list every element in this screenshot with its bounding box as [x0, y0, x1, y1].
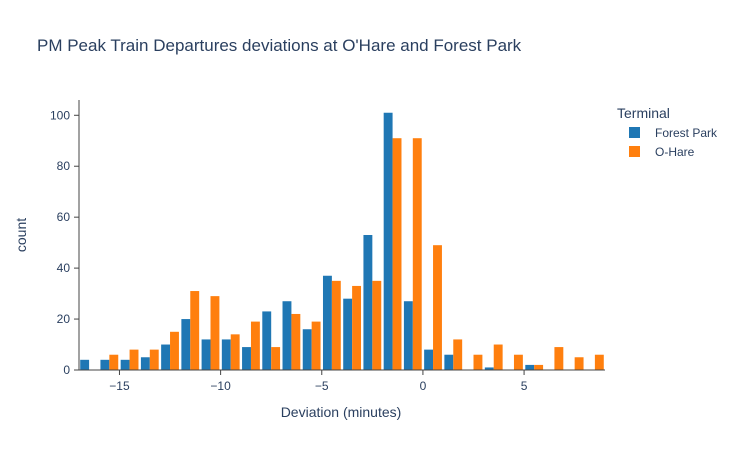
bar-o-hare-0 — [433, 245, 442, 370]
x-tick-label-0: 0 — [420, 379, 427, 393]
bar-o-hare-neg10 — [230, 334, 240, 370]
chart-title: PM Peak Train Departures deviations at O… — [37, 36, 522, 55]
bar-o-hare-neg16 — [109, 354, 119, 370]
bar-o-hare-neg5 — [331, 280, 341, 370]
bar-forest-park-5 — [525, 364, 535, 370]
x-tick-label-neg5: −5 — [315, 379, 329, 393]
bar-o-hare-neg6 — [311, 321, 321, 370]
x-axis-title: Deviation (minutes) — [281, 404, 402, 420]
bar-forest-park-neg12 — [181, 319, 191, 370]
bar-o-hare-neg15 — [129, 349, 139, 370]
bar-o-hare-neg3 — [372, 280, 382, 370]
bar-o-hare-neg9 — [250, 321, 260, 370]
bar-o-hare-8 — [594, 354, 604, 370]
y-tick-label-100: 100 — [50, 108, 70, 122]
bar-forest-park-neg4 — [343, 298, 353, 370]
bar-forest-park-neg3 — [363, 235, 373, 370]
bar-o-hare-neg2 — [392, 138, 402, 370]
bar-forest-park-neg7 — [282, 301, 292, 370]
bar-forest-park-3 — [484, 367, 494, 370]
x-tick-label-5: 5 — [521, 379, 528, 393]
bar-forest-park-0 — [424, 349, 434, 370]
bar-o-hare-2 — [473, 354, 483, 370]
bar-o-hare-neg1 — [412, 138, 422, 370]
legend-label-o-hare: O-Hare — [655, 145, 695, 159]
bar-o-hare-7 — [574, 357, 584, 370]
bar-o-hare-neg12 — [190, 291, 200, 370]
y-tick-label-40: 40 — [57, 261, 71, 275]
y-tick-label-60: 60 — [57, 210, 71, 224]
bar-o-hare-4 — [513, 354, 523, 370]
bar-forest-park-neg8 — [262, 311, 272, 370]
bar-o-hare-neg8 — [271, 347, 281, 370]
x-tick-label-neg15: −15 — [109, 379, 130, 393]
bar-forest-park-neg9 — [242, 347, 251, 370]
bar-forest-park-neg6 — [302, 329, 312, 370]
legend: Terminal Forest Park O-Hare — [617, 105, 718, 159]
x-tick-label-neg10: −10 — [210, 379, 231, 393]
bar-o-hare-neg14 — [149, 349, 159, 370]
bar-o-hare-3 — [493, 344, 503, 370]
bar-forest-park-1 — [444, 354, 454, 370]
bar-o-hare-neg4 — [352, 285, 362, 370]
bar-forest-park-neg14 — [140, 357, 150, 370]
bar-o-hare-neg11 — [210, 296, 220, 370]
bar-forest-park-neg5 — [322, 275, 332, 370]
y-tick-label-80: 80 — [57, 159, 71, 173]
legend-swatch-o-hare — [629, 146, 640, 157]
plot-area: 0 20 40 60 80 100 −15 −10 −5 0 5 — [50, 100, 605, 393]
bar-o-hare-5 — [534, 364, 544, 370]
legend-title: Terminal — [617, 105, 670, 121]
bar-forest-park-neg2 — [383, 112, 393, 371]
bar-forest-park-neg10 — [221, 339, 231, 370]
legend-label-forest-park: Forest Park — [655, 126, 718, 140]
y-tick-label-20: 20 — [57, 312, 71, 326]
bar-forest-park-neg16 — [100, 359, 110, 370]
bar-o-hare-1 — [453, 339, 463, 370]
bar-forest-park-neg11 — [201, 339, 211, 370]
legend-swatch-forest-park — [629, 127, 640, 138]
bar-forest-park-neg17 — [80, 359, 90, 370]
y-tick-label-0: 0 — [63, 363, 70, 377]
y-axis-title: count — [13, 218, 29, 252]
bar-forest-park-neg1 — [403, 301, 413, 370]
bar-o-hare-6 — [554, 347, 564, 370]
bar-o-hare-neg13 — [170, 331, 179, 370]
bar-forest-park-neg15 — [120, 359, 130, 370]
bar-o-hare-neg7 — [291, 313, 301, 370]
bar-forest-park-neg13 — [161, 344, 171, 370]
